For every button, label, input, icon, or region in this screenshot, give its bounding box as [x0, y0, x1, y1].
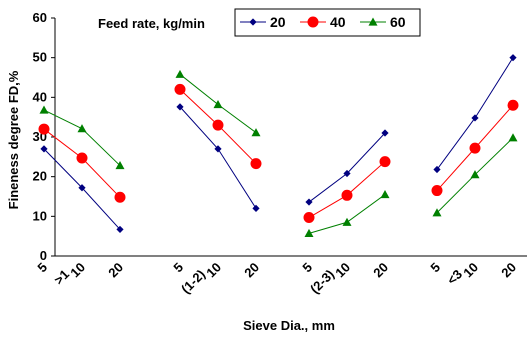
data-point	[381, 190, 390, 198]
x-tick-label: 20	[105, 260, 126, 281]
data-point	[343, 218, 352, 226]
series-60	[40, 70, 518, 237]
x-tick-label: 20	[370, 260, 391, 281]
series-40	[39, 84, 518, 222]
data-point	[342, 190, 352, 200]
data-point	[251, 159, 261, 169]
y-tick-label: 50	[33, 50, 47, 65]
series-20	[40, 54, 516, 233]
x-tick-label: 5	[299, 260, 315, 276]
y-axis-title: Fineness degree FD,%	[6, 70, 21, 209]
data-point	[213, 120, 223, 130]
legend-label: 20	[270, 14, 286, 30]
legend-title: Feed rate, kg/min	[98, 16, 205, 31]
data-point	[380, 157, 390, 167]
legend: Feed rate, kg/min 20 40 60	[98, 9, 420, 36]
x-axis-title: Sieve Dia., mm	[243, 318, 335, 333]
data-point	[509, 54, 516, 61]
data-point	[432, 186, 442, 196]
data-point	[470, 143, 480, 153]
y-tick-label: 10	[33, 208, 47, 223]
y-tick-label: 60	[33, 10, 47, 25]
data-point	[176, 70, 185, 78]
legend-label: 40	[330, 14, 346, 30]
data-point	[78, 124, 87, 132]
x-tick-label: 20	[498, 260, 519, 281]
data-point	[39, 124, 49, 134]
legend-marker	[308, 17, 318, 27]
plot-area	[39, 54, 518, 237]
y-tick-label: 0	[40, 248, 47, 263]
data-point	[40, 106, 49, 114]
data-point	[508, 100, 518, 110]
data-point	[214, 100, 223, 108]
y-tick-label: 20	[33, 169, 47, 184]
x-tick-label: 5	[427, 260, 443, 276]
y-tick-label: 40	[33, 89, 47, 104]
data-point	[252, 128, 261, 136]
x-tick-label: 5	[170, 260, 186, 276]
data-point	[304, 213, 314, 223]
data-point	[305, 198, 312, 205]
legend-label: 60	[390, 14, 406, 30]
data-point	[433, 166, 440, 173]
data-point	[115, 192, 125, 202]
x-tick-label: 20	[241, 260, 262, 281]
data-point	[509, 133, 518, 141]
data-point	[77, 153, 87, 163]
data-point	[252, 205, 259, 212]
data-point	[471, 114, 478, 121]
data-point	[175, 84, 185, 94]
